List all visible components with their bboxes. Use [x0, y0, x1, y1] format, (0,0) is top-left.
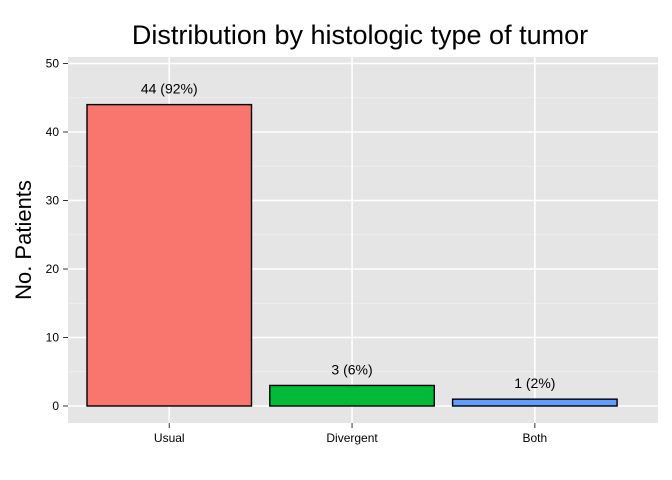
chart-title: Distribution by histologic type of tumor — [132, 20, 588, 50]
data-label: 1 (2%) — [514, 375, 555, 391]
y-tick-label: 50 — [46, 57, 60, 71]
bar-divergent — [269, 384, 435, 407]
y-axis-label: No. Patients — [11, 180, 36, 300]
data-label: 3 (6%) — [331, 361, 372, 377]
x-tick-label: Usual — [154, 431, 185, 445]
x-axis: Usual Divergent Both — [154, 423, 547, 445]
y-axis: 0 10 20 30 40 50 — [46, 57, 68, 413]
bar-both — [451, 398, 618, 407]
y-tick-label: 30 — [46, 194, 60, 208]
y-tick-label: 40 — [46, 125, 60, 139]
y-tick-label: 20 — [46, 262, 60, 276]
y-tick-label: 0 — [52, 399, 59, 413]
data-labels: 44 (92%) 3 (6%) 1 (2%) — [141, 81, 556, 392]
data-label: 44 (92%) — [141, 81, 198, 97]
y-tick-label: 10 — [46, 331, 60, 345]
x-tick-label: Divergent — [326, 431, 378, 445]
bar-usual — [86, 103, 253, 407]
bars — [86, 103, 618, 407]
x-tick-label: Both — [523, 431, 548, 445]
